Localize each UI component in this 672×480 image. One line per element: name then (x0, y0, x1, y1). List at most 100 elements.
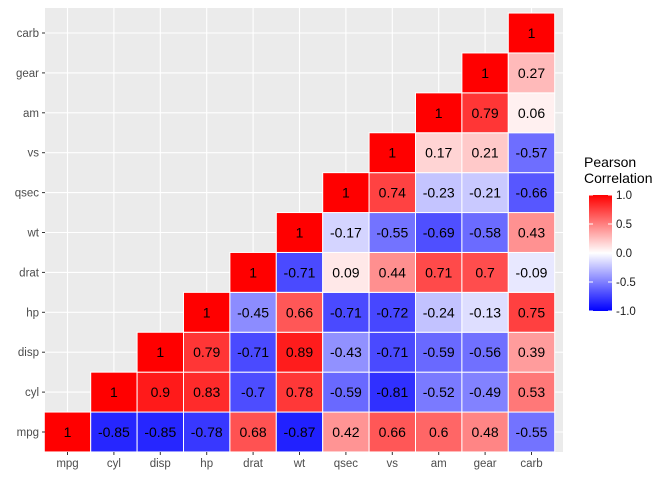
heatmap-cell-label: 1 (481, 65, 489, 81)
heatmap-cell (415, 411, 463, 453)
heatmap-cell (368, 212, 417, 253)
heatmap-cell (507, 172, 556, 214)
heatmap-cell-label: 1 (110, 384, 118, 400)
heatmap-cell (461, 291, 509, 333)
heatmap-cell-label: -0.57 (516, 145, 548, 161)
y-tick-label: carb (17, 28, 39, 40)
heatmap-cell-label: 0.17 (425, 145, 452, 161)
heatmap-cell-label: 0.83 (193, 384, 220, 400)
heatmap-cell (507, 331, 556, 373)
heatmap-cell-label: 0.79 (471, 105, 498, 121)
heatmap-cell (183, 371, 231, 413)
heatmap-cell-label: -0.55 (376, 225, 408, 241)
legend-colorbar (589, 195, 612, 311)
y-tick-label: gear (16, 68, 39, 80)
heatmap-cell-label: -0.24 (423, 304, 455, 320)
heatmap-cell (507, 12, 556, 54)
heatmap-cell-label: -0.59 (330, 384, 362, 400)
heatmap-cell-label: 0.74 (379, 185, 406, 201)
heatmap-cell-label: -0.7 (241, 384, 265, 400)
y-tick-label: am (23, 108, 39, 120)
heatmap-cell-label: -0.72 (376, 304, 408, 320)
heatmap-cell-label: 0.48 (471, 424, 498, 440)
heatmap-cell-label: 0.66 (286, 304, 313, 320)
heatmap-cell-label: 1 (64, 424, 72, 440)
heatmap-cell-label: 0.09 (332, 264, 359, 280)
heatmap-cell (136, 331, 185, 373)
heatmap-cell (322, 251, 370, 293)
heatmap-cell (322, 212, 370, 253)
heatmap-cell-label: 0.6 (429, 424, 449, 440)
heatmap-cell-label: 0.66 (379, 424, 406, 440)
heatmap-cell (368, 172, 417, 214)
heatmap-cell-label: 0.44 (379, 264, 406, 280)
heatmap-cell (229, 291, 277, 333)
heatmap-cell (183, 411, 231, 453)
heatmap-tiles (43, 12, 556, 453)
heatmap-cell (183, 291, 231, 333)
heatmap-cell (507, 371, 556, 413)
heatmap-cell-label: 0.39 (518, 344, 545, 360)
heatmap-cell (507, 251, 556, 293)
heatmap-cell-label: 1 (342, 185, 350, 201)
legend: Pearson Correlation 1.0 0.5 0.0 -0.5 -1.0 (584, 154, 652, 318)
heatmap-cell-label: 1 (156, 344, 164, 360)
heatmap-cell-label: -0.78 (191, 424, 223, 440)
heatmap-cell-label: 0.27 (518, 65, 545, 81)
heatmap-cell-label: -0.71 (284, 264, 316, 280)
heatmap-cell-label: -0.13 (469, 304, 501, 320)
heatmap-cell (90, 371, 138, 413)
heatmap-cell (322, 371, 370, 413)
heatmap-cell (322, 331, 370, 373)
legend-tick-label: 0.0 (616, 248, 632, 260)
heatmap-cell-label: 0.71 (425, 264, 452, 280)
heatmap-cell (461, 371, 509, 413)
heatmap-cell-label: 0.21 (471, 145, 498, 161)
heatmap-cell-label: -0.58 (469, 225, 501, 241)
legend-tick-label: 1.0 (616, 190, 632, 202)
heatmap-cell-label: -0.71 (376, 344, 408, 360)
heatmap-cell (415, 212, 463, 253)
heatmap-cell-label: -0.49 (469, 384, 501, 400)
heatmap-cell-label: -0.69 (423, 225, 455, 241)
heatmap-cell-label: 0.78 (286, 384, 313, 400)
heatmap-cell-label: 1 (203, 304, 211, 320)
heatmap-cell-label: 1 (249, 264, 257, 280)
heatmap-cell-label: -0.55 (516, 424, 548, 440)
x-tick-label: qsec (334, 458, 359, 470)
heatmap-cell (415, 331, 463, 373)
legend-tick-label: -0.5 (616, 277, 636, 289)
y-tick-label: cyl (25, 387, 39, 399)
heatmap-cell-label: 0.68 (239, 424, 266, 440)
x-tick-label: disp (150, 458, 171, 470)
heatmap-cell (415, 371, 463, 413)
heatmap-cell (461, 92, 509, 134)
heatmap-cell-label: -0.45 (237, 304, 269, 320)
heatmap-cell-label: -0.71 (330, 304, 362, 320)
heatmap-cell (507, 291, 556, 333)
heatmap-cell-label: 0.43 (518, 225, 545, 241)
y-axis: mpg cyl disp hp drat wt qsec vs am gear carb (15, 28, 45, 439)
heatmap-cell-label: 0.42 (332, 424, 359, 440)
heatmap-cell (461, 212, 509, 253)
x-tick-label: cyl (107, 458, 121, 470)
heatmap-cell-label: 0.89 (286, 344, 313, 360)
heatmap-cell (275, 212, 324, 253)
heatmap-cell-label: -0.52 (423, 384, 455, 400)
heatmap-cell-label: -0.17 (330, 225, 362, 241)
heatmap-cell-label: 0.53 (518, 384, 545, 400)
heatmap-cell (368, 251, 417, 293)
heatmap-cell-label: 1 (296, 225, 304, 241)
heatmap-cell-label: 0.79 (193, 344, 220, 360)
heatmap-cell (229, 411, 277, 453)
heatmap-cell-label: 1 (528, 25, 536, 41)
heatmap-cell (229, 331, 277, 373)
heatmap-cell (322, 172, 370, 214)
x-axis: mpg cyl disp hp drat wt qsec vs am gear carb (56, 452, 543, 470)
heatmap-cell (275, 331, 324, 373)
heatmap-cell (136, 411, 185, 453)
heatmap-cell (415, 251, 463, 293)
x-tick-label: carb (520, 458, 542, 470)
heatmap-cell-label: -0.43 (330, 344, 362, 360)
